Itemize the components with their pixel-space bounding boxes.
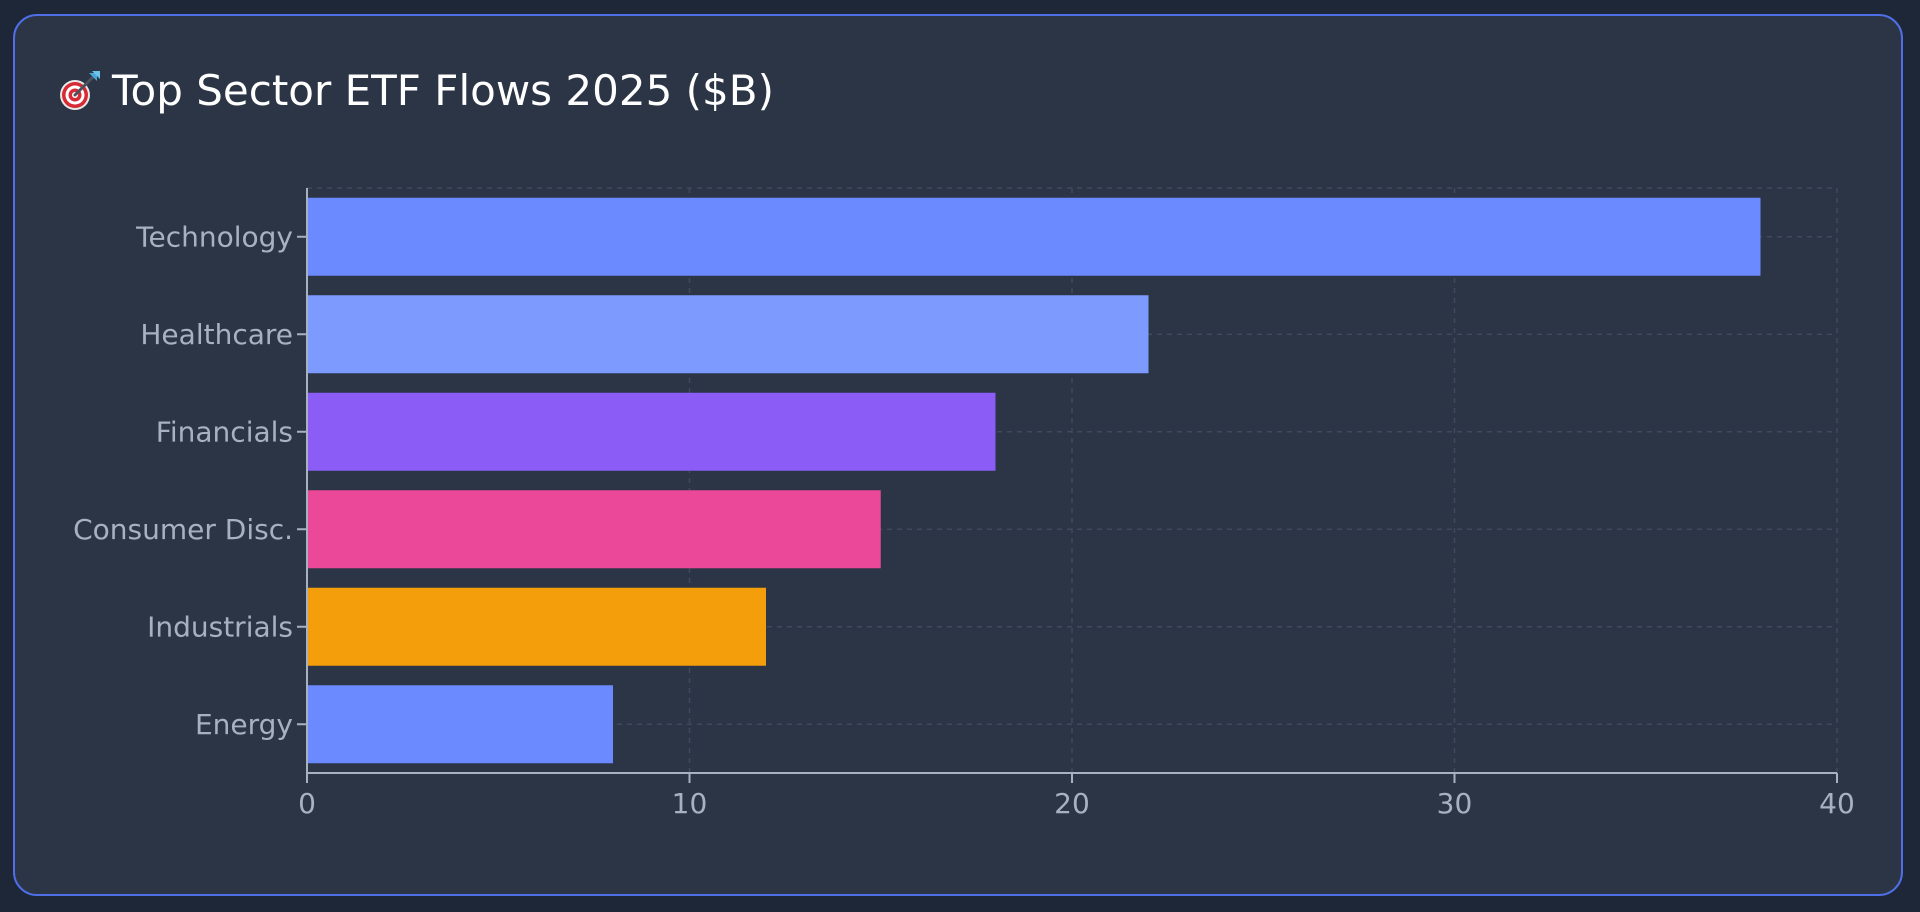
bar-consumer-disc [307, 490, 881, 569]
y-tick-label: Healthcare [140, 318, 293, 351]
x-tick-label: 0 [298, 787, 316, 820]
y-tick-label: Consumer Disc. [73, 513, 293, 546]
bar-technology [307, 197, 1761, 276]
target-dart-icon [60, 71, 100, 110]
y-tick-label: Industrials [147, 610, 293, 643]
y-tick-label: Energy [195, 708, 293, 741]
axes [297, 188, 1838, 783]
chart-title: Top Sector ETF Flows 2025 ($B) [112, 66, 774, 115]
bar-industrials [307, 587, 766, 666]
x-tick-label: 10 [672, 787, 708, 820]
bar-healthcare [307, 295, 1149, 374]
bars [307, 197, 1761, 764]
y-tick-label: Financials [156, 415, 293, 448]
bar-energy [307, 685, 613, 764]
x-tick-label: 40 [1819, 787, 1855, 820]
bar-financials [307, 392, 996, 471]
x-tick-label: 30 [1437, 787, 1473, 820]
chart-title-row: Top Sector ETF Flows 2025 ($B) [56, 68, 774, 114]
y-tick-label: Technology [135, 220, 293, 253]
tick-labels: Technology Healthcare Financials Consumer D… [73, 220, 1855, 820]
x-tick-label: 20 [1054, 787, 1090, 820]
